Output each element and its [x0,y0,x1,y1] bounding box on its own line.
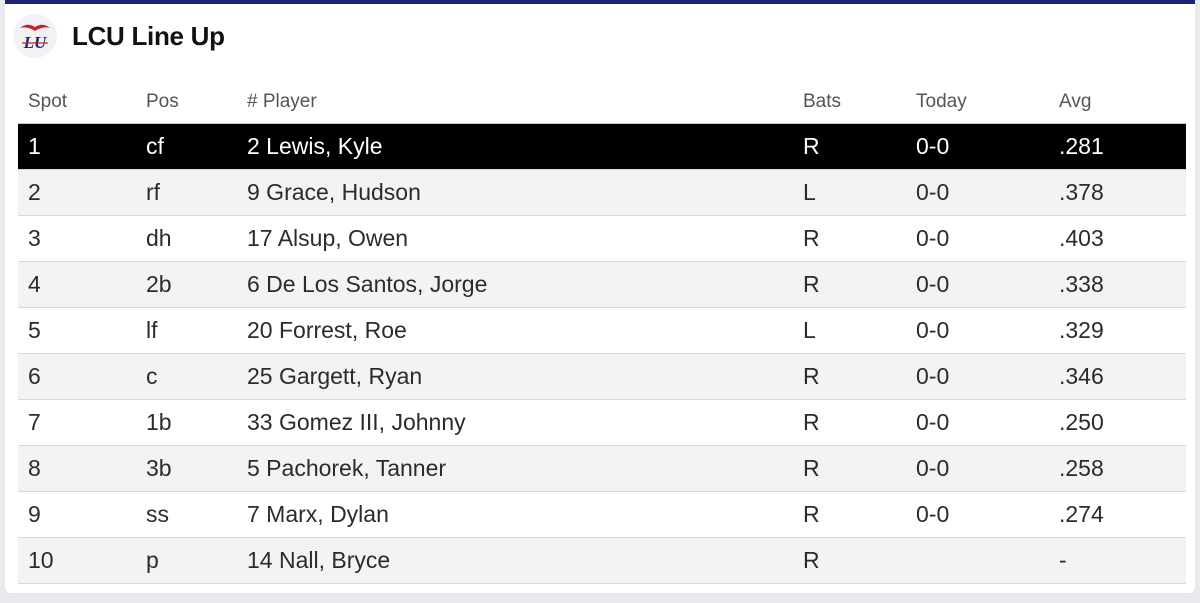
card-header: LU LCU Line Up [13,14,225,58]
table-row[interactable]: 8 3b 5 Pachorek, Tanner R 0-0 .258 [18,446,1186,492]
cell-spot: 9 [28,501,41,527]
cell-spot: 4 [28,271,41,297]
table-row[interactable]: 5 lf 20 Forrest, Roe L 0-0 .329 [18,308,1186,354]
column-header-today[interactable]: Today [916,90,967,112]
cell-pos: rf [146,179,161,205]
cell-pos: 2b [146,271,172,297]
lineup-card: LU LCU Line Up Spot Pos # Player Bats To… [5,0,1195,593]
cell-bats: R [803,271,820,297]
column-header-bats[interactable]: Bats [803,90,842,112]
cell-spot: 2 [28,179,41,205]
cell-player: 7 Marx, Dylan [247,501,389,527]
table-body: 1 cf 2 Lewis, Kyle R 0-0 .281 2 rf 9 Grace, Huds… [18,124,1186,584]
page-title: LCU Line Up [72,20,225,51]
cell-today: 0-0 [916,225,950,251]
cell-bats: L [803,317,816,343]
table-row[interactable]: 3 dh 17 Alsup, Owen R 0-0 .403 [18,216,1186,262]
cell-bats: R [803,547,820,573]
cell-player: 33 Gomez III, Johnny [247,409,466,435]
lineup-table: Spot Pos # Player Bats Today Avg 1 cf 2 Le… [18,80,1186,584]
cell-avg: .258 [1059,455,1104,481]
cell-avg: .329 [1059,317,1104,343]
cell-bats: R [803,363,820,389]
svg-text:LU: LU [23,33,47,51]
column-header-player[interactable]: # Player [247,90,317,112]
column-header-spot[interactable]: Spot [28,90,68,112]
cell-today: 0-0 [916,317,950,343]
table-row[interactable]: 4 2b 6 De Los Santos, Jorge R 0-0 .338 [18,262,1186,308]
cell-pos: lf [146,317,158,343]
cell-player: 6 De Los Santos, Jorge [247,271,488,297]
cell-spot: 6 [28,363,41,389]
cell-player: 17 Alsup, Owen [247,225,409,251]
cell-spot: 7 [28,409,41,435]
cell-today: 0-0 [916,409,950,435]
cell-player: 5 Pachorek, Tanner [247,455,447,481]
cell-spot: 5 [28,317,41,343]
table-row[interactable]: 1 cf 2 Lewis, Kyle R 0-0 .281 [18,124,1186,170]
cell-bats: R [803,455,820,481]
column-header-avg[interactable]: Avg [1059,90,1092,112]
cell-spot: 3 [28,225,41,251]
cell-player: 20 Forrest, Roe [247,317,407,343]
cell-bats: R [803,409,820,435]
cell-pos: c [146,363,158,389]
cell-today: 0-0 [916,179,950,205]
cell-avg: .346 [1059,363,1104,389]
cell-avg: .250 [1059,409,1104,435]
cell-bats: R [803,133,820,159]
cell-spot: 8 [28,455,41,481]
cell-player: 9 Grace, Hudson [247,179,421,205]
cell-avg: .403 [1059,225,1104,251]
lcu-logo-icon: LU [13,14,57,58]
cell-bats: R [803,225,820,251]
cell-player: 25 Gargett, Ryan [247,363,423,389]
cell-avg: - [1059,547,1067,573]
cell-today: 0-0 [916,501,950,527]
table-row[interactable]: 6 c 25 Gargett, Ryan R 0-0 .346 [18,354,1186,400]
cell-today: 0-0 [916,455,950,481]
cell-pos: 3b [146,455,172,481]
cell-avg: .281 [1059,133,1104,159]
cell-bats: L [803,179,816,205]
table-header: Spot Pos # Player Bats Today Avg [18,80,1186,124]
cell-player: 2 Lewis, Kyle [247,133,383,159]
cell-avg: .378 [1059,179,1104,205]
cell-pos: dh [146,225,172,251]
cell-today: 0-0 [916,363,950,389]
table-row[interactable]: 7 1b 33 Gomez III, Johnny R 0-0 .250 [18,400,1186,446]
cell-pos: cf [146,133,164,159]
cell-player: 14 Nall, Bryce [247,547,391,573]
cell-pos: p [146,547,159,573]
cell-spot: 10 [28,547,54,573]
column-header-pos[interactable]: Pos [146,90,179,112]
table-row[interactable]: 10 p 14 Nall, Bryce R - [18,538,1186,584]
table-row[interactable]: 9 ss 7 Marx, Dylan R 0-0 .274 [18,492,1186,538]
cell-spot: 1 [28,133,41,159]
cell-pos: 1b [146,409,172,435]
table-row[interactable]: 2 rf 9 Grace, Hudson L 0-0 .378 [18,170,1186,216]
cell-avg: .338 [1059,271,1104,297]
cell-pos: ss [146,501,169,527]
cell-today: 0-0 [916,271,950,297]
cell-today: 0-0 [916,133,950,159]
cell-avg: .274 [1059,501,1104,527]
cell-bats: R [803,501,820,527]
